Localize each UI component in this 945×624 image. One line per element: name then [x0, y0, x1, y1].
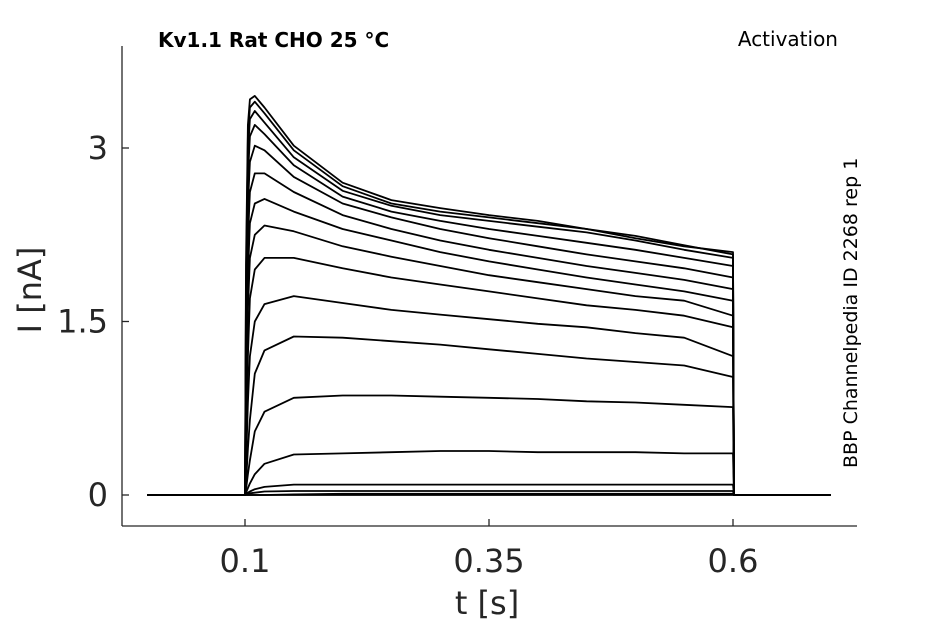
x-tick-label: 0.6 — [708, 542, 759, 580]
x-ticks: 0.1 0.35 0.6 — [220, 519, 759, 580]
plot-area — [147, 95, 831, 496]
y-tick-label: 3 — [88, 129, 108, 167]
current-trace-8 — [147, 295, 831, 496]
current-trace-2 — [147, 492, 831, 496]
current-trace-7 — [147, 335, 831, 496]
x-tick-label: 0.35 — [453, 542, 524, 580]
x-axis-label: t [s] — [455, 584, 519, 622]
y-ticks: 01.53 — [57, 129, 129, 514]
y-axis-label: I [nA] — [11, 247, 49, 334]
current-trace-3 — [147, 490, 831, 496]
current-trace-6 — [147, 394, 831, 496]
traces — [147, 95, 831, 496]
x-tick-label: 0.1 — [220, 542, 271, 580]
current-trace-17 — [147, 95, 831, 496]
y-tick-label: 0 — [88, 476, 108, 514]
current-trace-4 — [147, 483, 831, 496]
chart-title: Kv1.1 Rat CHO 25 °C — [158, 28, 389, 52]
side-note: BBP Channelpedia ID 2268 rep 1 — [840, 158, 862, 468]
y-tick-label: 1.5 — [57, 303, 108, 341]
current-trace-5 — [147, 450, 831, 496]
chart-subtitle: Activation — [738, 27, 838, 51]
